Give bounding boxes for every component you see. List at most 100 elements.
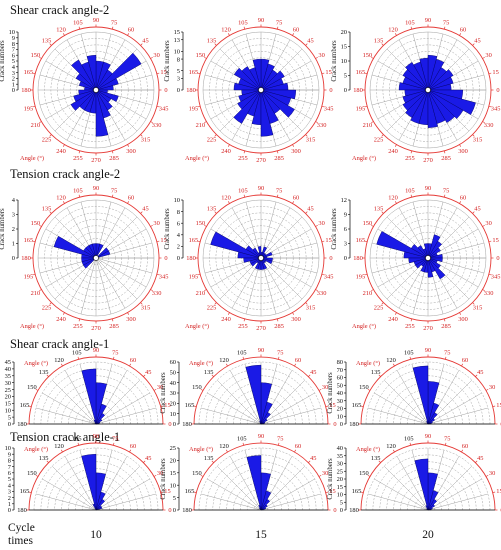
angle-tick [113,442,115,446]
angle-tick-label: 150 [359,384,369,391]
angle-tick-label: 15 [492,237,498,244]
angle-tick-label: 285 [441,323,451,330]
rose-bar-135 [233,67,262,91]
angle-tick [111,318,114,322]
angle-tick-label: 120 [219,443,229,450]
rose-bar-345 [427,257,443,262]
angle-tick-label: 240 [388,148,398,155]
angle-tick-label: 240 [221,148,231,155]
count-tick-label: 2 [177,244,180,251]
rose-chart-shear-crack-angle-1-10: 0153045607590105120135150165180051015202… [0,347,172,428]
angle-tick [28,405,32,407]
angle-tick-label: 180 [349,507,359,514]
angle-tick-label: 165 [185,402,195,409]
angle-tick-label: 15 [492,69,498,76]
count-axis-label: Crack numbers [327,458,334,500]
angle-tick [204,121,207,124]
angle-tick [492,405,496,407]
angle-tick-label: 105 [237,436,247,443]
count-tick-label: 10 [174,197,180,204]
angle-tick-label: 150 [363,220,373,227]
angle-tick-label: 15 [160,69,166,76]
grid-spoke [383,465,429,511]
angle-tick [278,356,280,360]
angle-tick [321,105,325,108]
angle-tick [129,363,132,367]
angle-tick-label: 45 [477,455,483,462]
angle-tick [143,460,146,463]
count-tick-label: 5 [340,499,343,506]
angle-tick [394,312,397,315]
angle-tick-label: 180 [182,507,192,514]
grid-spoke [216,379,262,425]
count-tick-label: 0 [173,421,176,428]
angle-tick-label: 255 [238,323,248,330]
angle-tick-label: 150 [27,470,37,477]
rose-bar-300 [427,257,446,280]
angle-tick [200,388,204,391]
angle-tick-label: 210 [31,122,41,129]
angle-tick [488,240,492,243]
count-tick-label: 0 [12,255,15,262]
angle-tick-label: 120 [221,195,231,202]
angle-tick-label: 345 [491,273,501,280]
angle-tick-label: 105 [73,188,83,195]
grid-spoke [427,478,482,511]
angle-tick [321,273,325,276]
angle-tick-label: 135 [39,369,49,376]
grid-ring [379,375,477,425]
angle-tick [193,405,197,407]
angle-tick-label: 285 [274,155,284,162]
angle-tick-label: 180 [182,421,192,428]
grid-spoke [201,493,262,511]
angle-tick [211,460,214,463]
angle-tick-label: 60 [462,357,468,364]
grid-spoke [368,493,429,511]
rose-bar-210 [250,257,262,267]
angle-tick [49,302,52,305]
angle-tick-label: 195 [24,105,34,112]
angle-tick-label: 0 [329,87,332,94]
angle-tick-label: 180 [353,255,363,262]
count-tick-label: 3 [12,70,15,77]
count-tick-label: 3 [177,76,180,83]
count-tick-label: 20 [170,458,176,465]
angle-tick-label: 240 [56,316,66,323]
angle-tick-label: 120 [56,27,66,34]
angle-tick-label: 60 [295,357,301,364]
angle-tick-label: 300 [126,148,136,155]
angle-tick-label: 180 [186,255,196,262]
angle-tick [113,356,115,360]
angle-tick-label: 330 [484,290,494,297]
angle-axis-label: Angle (°) [356,446,380,453]
grid-spoke [427,407,488,425]
angle-tick-label: 135 [204,369,214,376]
angle-tick-label: 300 [458,148,468,155]
angle-tick [381,211,384,214]
angle-tick-label: 315 [141,305,151,312]
rose-bar-75 [427,54,438,91]
angle-tick-label: 270 [256,157,266,164]
count-tick-label: 3 [344,241,347,248]
angle-tick [46,374,49,377]
angle-tick [315,224,318,227]
grid-spoke [42,478,97,511]
count-tick-label: 0 [344,255,347,262]
count-tick-label: 4 [8,482,12,489]
angle-tick-label: 300 [291,316,301,323]
angle-tick-label: 120 [386,357,396,364]
angle-tick [225,363,228,367]
angle-tick [364,240,368,243]
angle-tick [111,194,114,198]
center-hole [425,87,431,93]
count-tick-label: 15 [341,44,347,51]
angle-tick [111,26,114,30]
count-tick-label: 50 [337,382,343,389]
angle-tick [294,449,297,453]
rose-bar-345 [95,89,108,94]
count-tick-label: 0 [177,255,180,262]
angle-tick-label: 30 [489,470,495,477]
angle-tick [292,312,295,315]
angle-tick-label: 330 [484,122,494,129]
rose-bar-90 [414,458,429,511]
